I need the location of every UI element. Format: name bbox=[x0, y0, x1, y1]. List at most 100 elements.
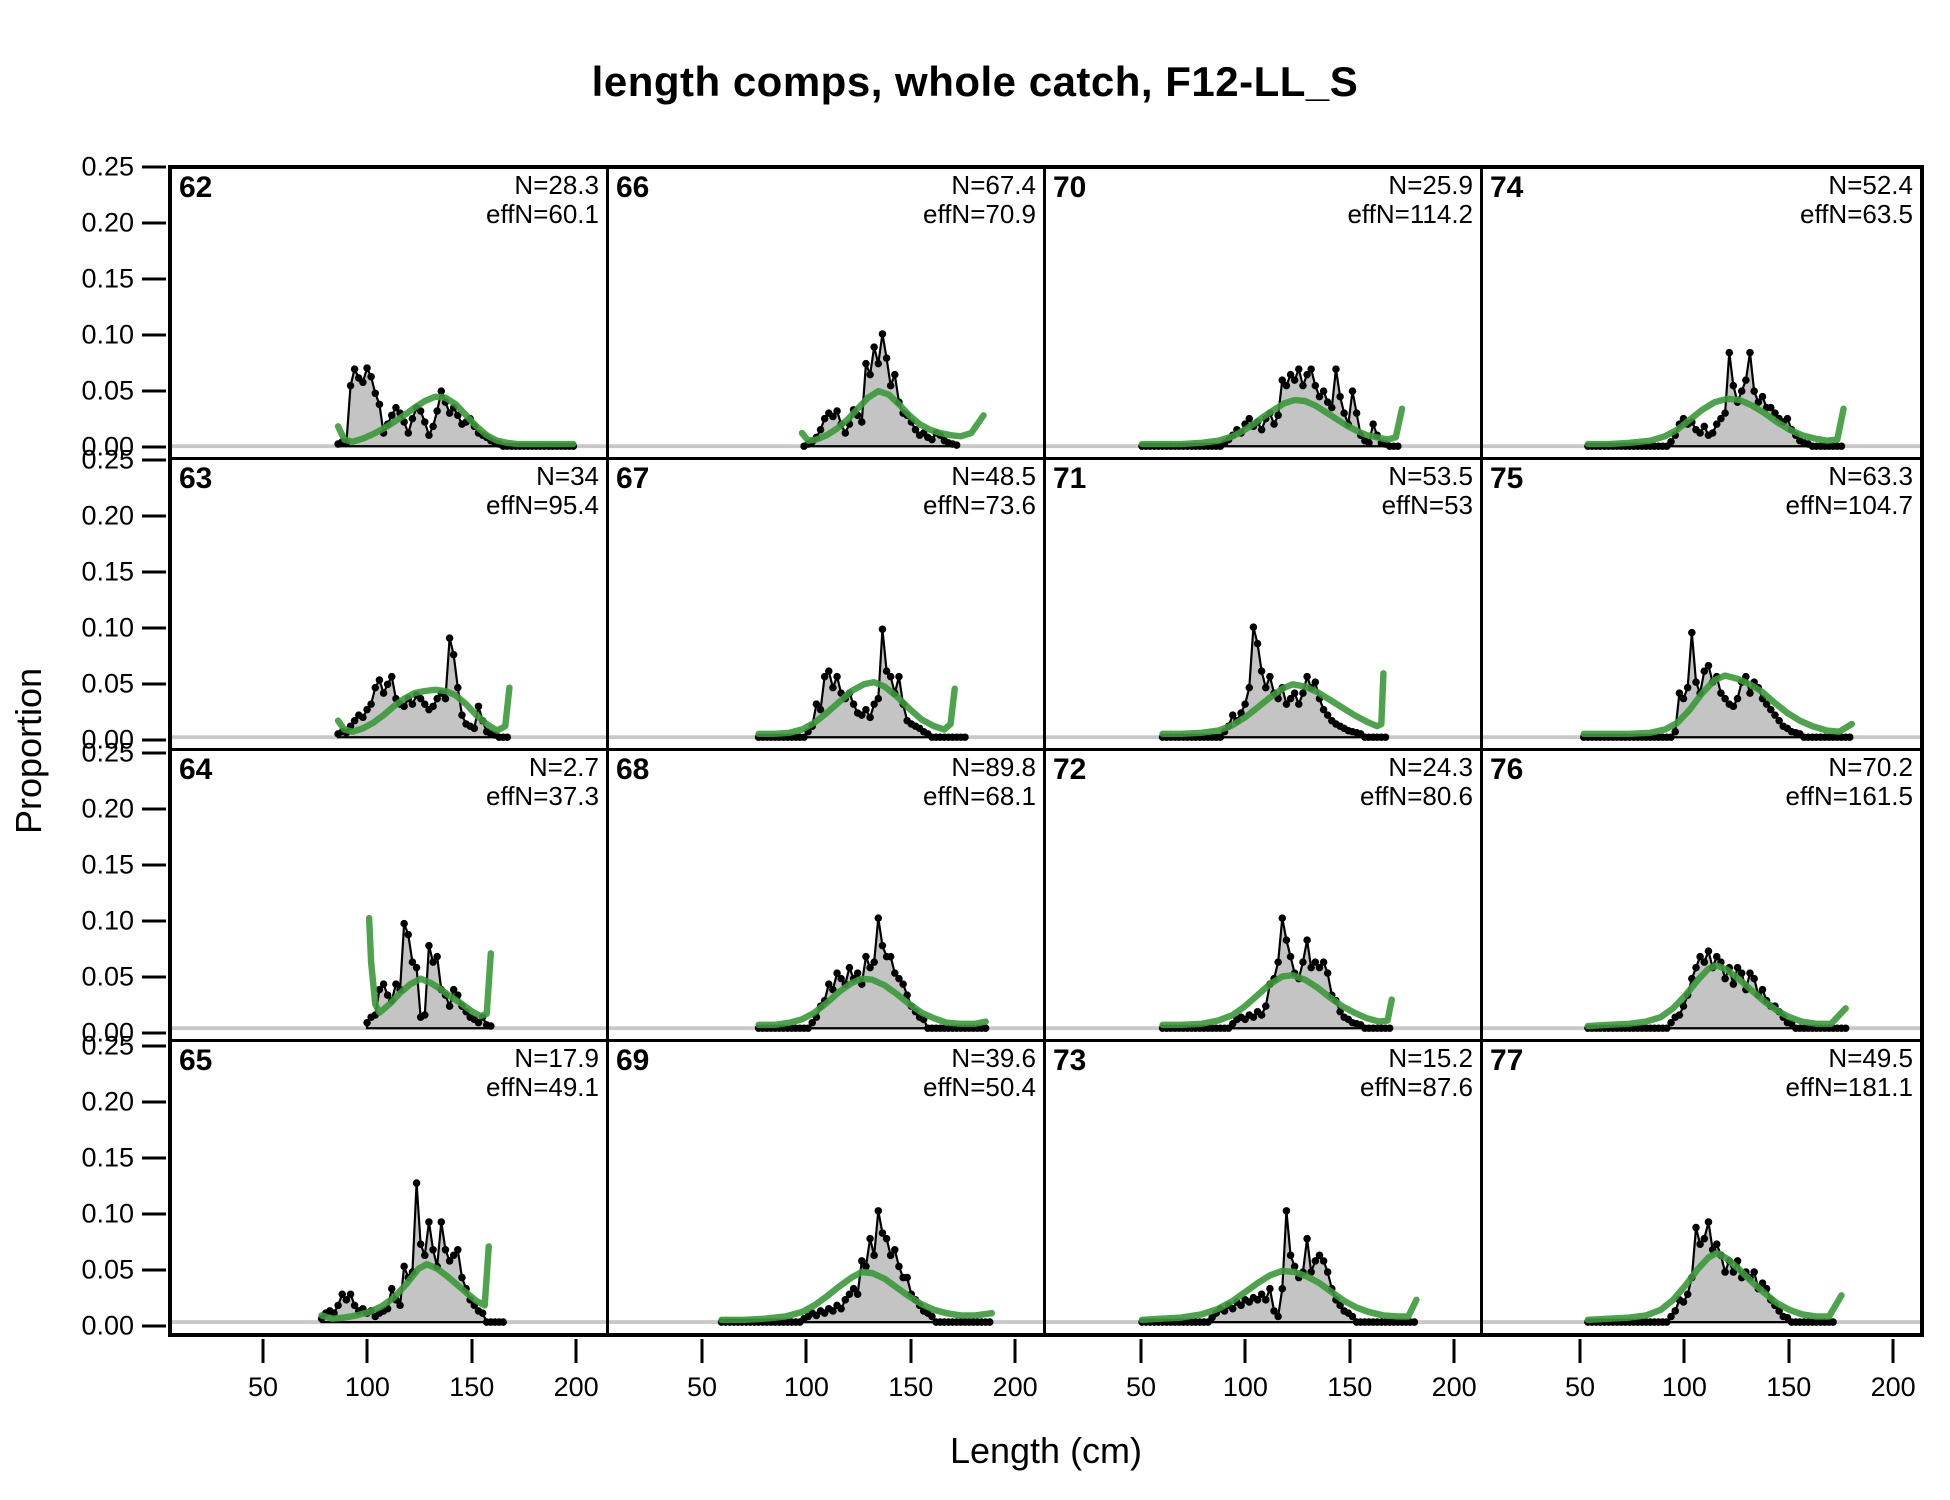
observed-point bbox=[363, 364, 371, 372]
observed-point bbox=[1323, 398, 1332, 406]
observed-point bbox=[1729, 980, 1738, 988]
panel-sample-sizes: N=24.3 effN=80.6 bbox=[1360, 752, 1473, 811]
y-tick-mark bbox=[142, 1268, 166, 1272]
observed-point bbox=[363, 705, 371, 714]
observed-point bbox=[1679, 1002, 1688, 1010]
observed-point bbox=[1290, 689, 1299, 697]
observed-point bbox=[445, 1002, 454, 1010]
observed-point bbox=[433, 952, 441, 961]
panel-N-label: N=39.6 bbox=[951, 1043, 1036, 1073]
panel-sample-sizes: N=34 effN=95.4 bbox=[486, 461, 599, 520]
y-tick-mark bbox=[142, 682, 166, 686]
observed-point bbox=[1667, 1018, 1675, 1027]
panel-sample-sizes: N=89.8 effN=68.1 bbox=[923, 752, 1036, 811]
observed-point bbox=[441, 1245, 450, 1254]
y-tick-mark bbox=[142, 333, 166, 337]
observed-point bbox=[449, 985, 458, 994]
observed-point bbox=[1282, 1207, 1291, 1215]
panel-year-label: 64 bbox=[179, 753, 213, 786]
observed-point bbox=[1336, 392, 1344, 401]
panel-year-63: 63 N=34 effN=95.4 bbox=[172, 460, 609, 751]
y-tick-mark bbox=[142, 1044, 166, 1048]
observed-point bbox=[1746, 689, 1754, 697]
observed-point bbox=[816, 425, 825, 434]
x-tick-mark bbox=[470, 1339, 474, 1363]
panel-N-label: N=34 bbox=[536, 461, 599, 491]
panel-N-label: N=25.9 bbox=[1388, 170, 1473, 200]
observed-point bbox=[1262, 683, 1270, 692]
observed-point bbox=[396, 1301, 404, 1310]
observed-point bbox=[1667, 733, 1675, 741]
observed-point bbox=[425, 431, 433, 439]
observed-point bbox=[1311, 1257, 1320, 1265]
observed-point bbox=[1307, 1268, 1315, 1276]
observed-point bbox=[388, 411, 396, 420]
x-tick-label: 50 bbox=[1564, 1372, 1595, 1402]
observed-point bbox=[800, 733, 808, 741]
panel-plot-area bbox=[609, 914, 1043, 1032]
panel-sample-sizes: N=2.7 effN=37.3 bbox=[486, 752, 599, 811]
panel-year-label: 63 bbox=[179, 462, 213, 495]
observed-point bbox=[1228, 711, 1237, 719]
y-tick-label: 0.00 bbox=[81, 431, 134, 462]
observed-point bbox=[1278, 1284, 1287, 1293]
observed-point bbox=[928, 435, 936, 444]
observed-point bbox=[1829, 1318, 1837, 1326]
observed-point bbox=[449, 650, 458, 659]
observed-point bbox=[866, 370, 874, 379]
observed-point bbox=[334, 1301, 342, 1310]
observed-point bbox=[1286, 1251, 1295, 1260]
observed-point bbox=[408, 958, 417, 966]
panel-sample-sizes: N=48.5 effN=73.6 bbox=[923, 461, 1036, 520]
observed-point bbox=[1295, 365, 1303, 373]
observed-point bbox=[400, 1262, 408, 1271]
y-tick-label: 0.10 bbox=[81, 612, 134, 643]
observed-point bbox=[825, 667, 833, 675]
y-tick-label: 0.00 bbox=[81, 1310, 134, 1341]
y-tick-label: 0.05 bbox=[81, 375, 134, 406]
observed-point bbox=[1311, 381, 1320, 390]
observed-point bbox=[1700, 667, 1709, 675]
observed-point bbox=[1721, 1268, 1729, 1276]
observed-point bbox=[1303, 370, 1311, 379]
x-tick-mark bbox=[1348, 1339, 1352, 1363]
y-tick-mark bbox=[142, 1156, 166, 1160]
panel-year-label: 74 bbox=[1490, 171, 1524, 204]
observed-point bbox=[1286, 370, 1295, 379]
observed-point bbox=[878, 1229, 887, 1237]
y-tick-label: 0.15 bbox=[81, 263, 134, 294]
observed-point bbox=[1700, 958, 1709, 966]
observed-point bbox=[1721, 974, 1729, 983]
observed-point bbox=[878, 941, 887, 950]
observed-point bbox=[1270, 1307, 1278, 1315]
panel-N-label: N=63.3 bbox=[1828, 461, 1913, 491]
panel-effN-label: effN=114.2 bbox=[1347, 199, 1473, 230]
panel-N-label: N=89.8 bbox=[951, 752, 1036, 782]
x-tick-mark bbox=[261, 1339, 265, 1363]
observed-point bbox=[886, 672, 895, 681]
observed-point bbox=[416, 407, 425, 415]
observed-point bbox=[1286, 952, 1295, 961]
observed-point bbox=[363, 1018, 371, 1027]
y-tick-mark bbox=[142, 1100, 166, 1104]
y-tick-mark bbox=[142, 626, 166, 630]
observed-point bbox=[866, 963, 874, 972]
observed-point bbox=[421, 1011, 429, 1019]
panel-plot-area bbox=[172, 634, 606, 741]
panel-year-label: 71 bbox=[1053, 462, 1087, 495]
observed-point bbox=[400, 919, 408, 928]
observed-point bbox=[421, 418, 429, 426]
observed-point bbox=[837, 974, 845, 983]
panel-year-64: 64 N=2.7 effN=37.3 bbox=[172, 751, 609, 1042]
observed-point bbox=[878, 625, 887, 633]
expected-line bbox=[1584, 962, 1849, 1030]
observed-polygon bbox=[1162, 626, 1386, 739]
observed-point bbox=[458, 1273, 466, 1282]
observed-point bbox=[1278, 376, 1287, 384]
observed-point bbox=[1348, 1312, 1357, 1321]
observed-point bbox=[1758, 985, 1767, 994]
panel-sample-sizes: N=67.4 effN=70.9 bbox=[923, 170, 1036, 229]
expected-line bbox=[1584, 1249, 1845, 1324]
observed-point bbox=[895, 1262, 903, 1271]
y-tick-label: 0.25 bbox=[81, 737, 134, 768]
